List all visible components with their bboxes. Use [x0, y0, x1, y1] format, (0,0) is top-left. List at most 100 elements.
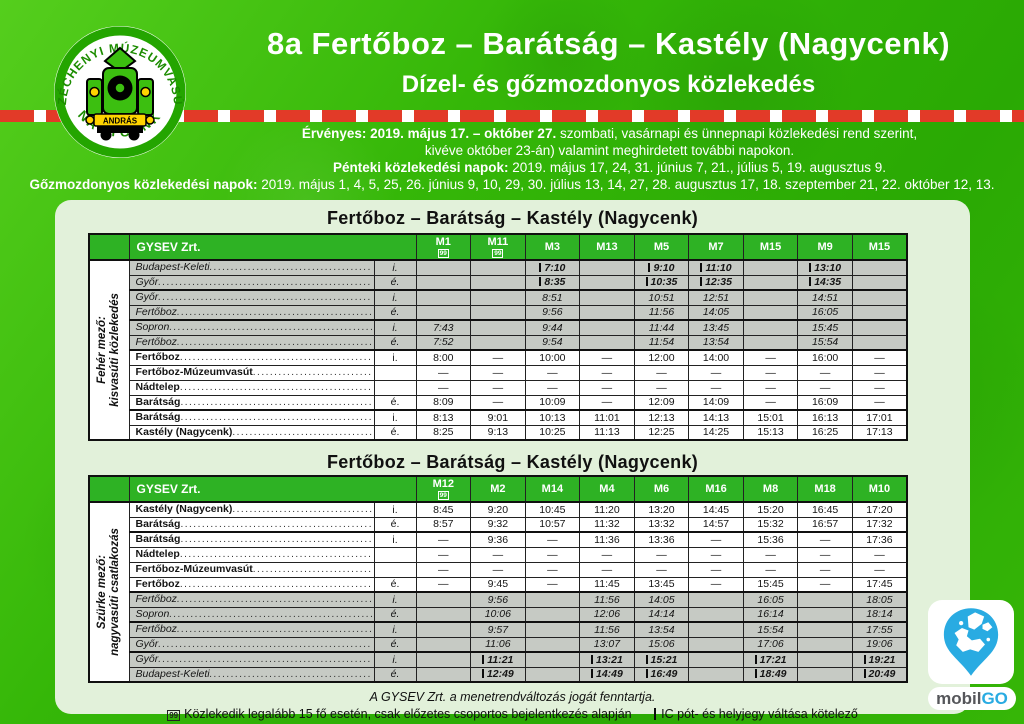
time-cell: 11:32 [579, 516, 635, 533]
time-cell: — [797, 379, 853, 396]
time-cell [415, 636, 472, 653]
time-cell: 12:25 [633, 424, 690, 441]
time-cell [851, 319, 908, 336]
time-cell: 16:14 [742, 606, 799, 623]
arrival-departure-cell [373, 379, 417, 396]
time-cell: 9:13 [470, 424, 526, 441]
time-cell: — [742, 379, 799, 396]
validity-line-2: kivéve október 23-án) valamint meghirdet… [424, 143, 795, 158]
station-cell: Győr [128, 274, 375, 291]
time-cell: 10:45 [524, 501, 581, 518]
time-cell: — [470, 379, 526, 396]
time-cell: 10:06 [470, 606, 526, 623]
time-cell [688, 606, 744, 623]
arrival-departure-cell: é. [373, 274, 417, 291]
time-cell: 20:49 [851, 666, 908, 683]
station-cell: Fertőboz-Múzeumvasút [128, 364, 375, 381]
time-cell: — [797, 364, 853, 381]
time-cell: 9:44 [524, 319, 581, 336]
logo-badge: SZÉCHENYI MÚZEUMVASÚT NAGYCENK ANDRÁS [45, 11, 186, 158]
train-number: M6 [653, 482, 670, 495]
header-corner [88, 475, 130, 503]
validity-line-4: Gőzmozdonyos közlekedési napok: 2019. má… [29, 177, 995, 192]
time-cell: 13:54 [633, 621, 690, 638]
time-cell: — [524, 531, 581, 548]
time-cell: 17:36 [851, 531, 908, 548]
time-cell [470, 334, 526, 351]
time-cell: 12:00 [633, 349, 690, 366]
arrival-departure-cell: i. [373, 651, 417, 668]
time-cell: — [851, 349, 908, 366]
time-cell: 8:35 [524, 274, 581, 291]
time-cell [470, 289, 526, 306]
time-cell: — [579, 379, 635, 396]
time-cell: 12:06 [579, 606, 635, 623]
time-cell: 14:49 [579, 666, 635, 683]
time-cell: 15:06 [633, 636, 690, 653]
ic-bar-icon [645, 277, 648, 287]
station-cell: Fertőboz [128, 349, 375, 366]
time-cell: 16:05 [742, 591, 799, 608]
time-cell [579, 304, 635, 321]
validity-line-1: Érvényes: 2019. május 17. – október 27. … [301, 126, 918, 141]
time-cell: 16:45 [797, 501, 853, 518]
time-cell: — [851, 364, 908, 381]
time-cell: — [688, 546, 744, 563]
header-row: GYSEV Zrt. M1 99 M11 99 M3 M13 M5 M7 M15 M9 M15 [88, 233, 908, 261]
ic-bar-icon [863, 654, 866, 664]
time-cell [797, 651, 853, 668]
time-cell: 7:43 [415, 319, 472, 336]
arrival-departure-cell: é. [373, 424, 417, 441]
time-cell: 11:36 [579, 531, 635, 548]
station-cell: Sopron [128, 606, 375, 623]
time-cell: 19:06 [851, 636, 908, 653]
museum-railway-logo: SZÉCHENYI MÚZEUMVASÚT NAGYCENK ANDRÁS [45, 11, 190, 164]
station-cell: Kastély (Nagycenk) [128, 501, 375, 518]
time-cell: 15:45 [742, 576, 799, 593]
time-cell: — [688, 379, 744, 396]
arrival-departure-cell [373, 364, 417, 381]
station-cell: Fertőboz [128, 334, 375, 351]
timetable-row: Barátsági.8:139:0110:1311:0112:1314:1315… [89, 409, 908, 426]
station-cell: Barátság [128, 409, 375, 426]
time-cell [470, 274, 526, 291]
time-cell [797, 636, 853, 653]
time-cell: 14:35 [797, 274, 853, 291]
arrival-departure-cell: i. [373, 259, 417, 276]
time-cell: 16:13 [797, 409, 853, 426]
train-number: M1 [435, 235, 451, 248]
time-cell: 17:55 [851, 621, 908, 638]
time-cell: 13:32 [633, 516, 690, 533]
station-cell: Fertőboz [128, 304, 375, 321]
station-cell: Budapest-Keleti [128, 666, 375, 683]
time-cell: 12:35 [688, 274, 744, 291]
ic-bar-icon [482, 654, 485, 664]
time-cell: 15:01 [742, 409, 799, 426]
time-cell: 14:14 [633, 606, 690, 623]
time-cell: — [415, 364, 472, 381]
time-cell: 8:45 [415, 501, 472, 518]
train-column-header: M15 [742, 233, 799, 261]
time-cell: 8:25 [415, 424, 472, 441]
legend-group-text: Közlekedik legalább 15 fő esetén, csak e… [184, 707, 632, 721]
arrival-departure-cell: é. [373, 606, 417, 623]
train-column-header: M5 [633, 233, 690, 261]
time-cell: 9:45 [470, 576, 526, 593]
time-cell: 14:13 [688, 409, 744, 426]
time-cell [797, 621, 853, 638]
time-cell: 14:09 [688, 394, 744, 411]
train-column-header: M13 [579, 233, 635, 261]
time-cell [415, 606, 472, 623]
time-cell: 8:00 [415, 349, 472, 366]
side-note: Fehér mező: kisvasúti közlekedés [88, 259, 130, 441]
time-cell: — [633, 379, 690, 396]
time-cell: 16:00 [797, 349, 853, 366]
time-cell [797, 591, 853, 608]
time-cell: — [470, 394, 526, 411]
time-cell: — [415, 531, 472, 548]
time-cell [688, 651, 744, 668]
time-cell [524, 636, 581, 653]
